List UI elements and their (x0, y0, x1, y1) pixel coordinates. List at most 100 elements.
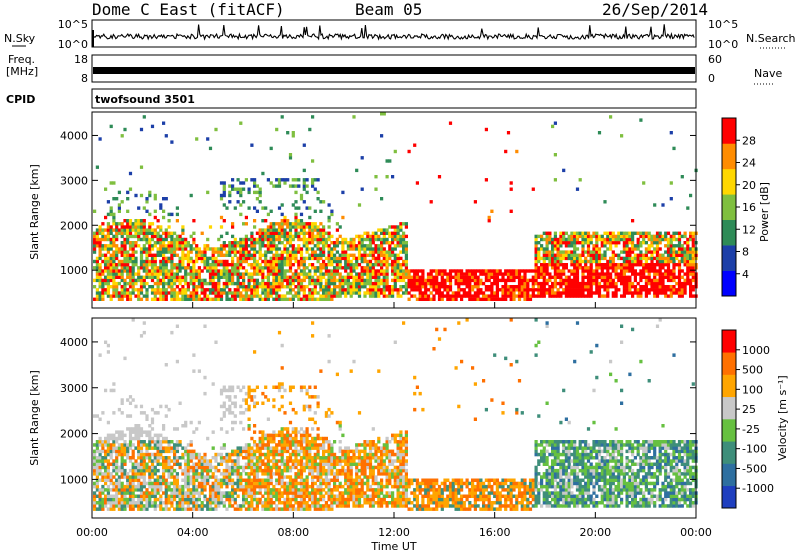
power-cell (341, 190, 345, 195)
power-cell (286, 263, 290, 267)
power-cell (349, 237, 353, 242)
power-cell (162, 121, 166, 125)
velocity-cell (269, 468, 273, 473)
power-cell (153, 231, 157, 235)
velocity-cell (247, 388, 251, 393)
power-cell (208, 272, 213, 276)
velocity-cell (195, 468, 199, 473)
power-cell (322, 241, 326, 245)
power-cell (559, 237, 563, 242)
power-cell (313, 178, 317, 182)
power-cell (313, 285, 317, 289)
power-cell (523, 272, 527, 276)
power-cell (264, 219, 268, 223)
power-cell (360, 253, 364, 257)
power-cell (586, 247, 591, 251)
power-cell (175, 206, 179, 210)
power-cell (156, 266, 160, 270)
power-cell (440, 269, 444, 273)
velocity-cell (239, 475, 243, 479)
cpid-strip-frame (91, 88, 697, 109)
velocity-cell (264, 484, 268, 489)
velocity-cell (211, 481, 215, 486)
power-cell (170, 212, 174, 217)
power-cell (324, 237, 328, 242)
power-cell (170, 275, 174, 279)
power-cell (655, 244, 660, 248)
power-cell (476, 269, 480, 273)
power-cell (272, 278, 276, 283)
power-cell (93, 285, 97, 289)
power-cell (380, 288, 384, 292)
velocity-cell (173, 484, 177, 489)
power-cell (655, 291, 660, 295)
power-cell (346, 256, 350, 261)
power-cell (625, 275, 629, 279)
power-cell (363, 259, 367, 264)
power-cell (305, 272, 309, 276)
power-cell (666, 288, 671, 292)
power-cell (324, 288, 328, 292)
power-cell (299, 225, 304, 229)
power-cell (531, 291, 535, 295)
power-cell (150, 291, 155, 295)
power-cell (578, 253, 582, 257)
power-cell (142, 275, 146, 279)
power-cell (490, 272, 494, 276)
velocity-cell (192, 468, 196, 473)
power-cell (228, 193, 232, 198)
power-cell (553, 153, 557, 157)
power-cell (319, 297, 323, 301)
velocity-cell (173, 449, 177, 454)
velocity-cell (266, 436, 270, 441)
power-cell (548, 285, 552, 289)
power-cell (360, 156, 364, 160)
power-cell (239, 275, 243, 279)
power-cell (203, 263, 207, 267)
power-cell (322, 272, 326, 276)
power-cell (471, 297, 475, 301)
power-cell (294, 272, 298, 276)
velocity-cell (247, 465, 251, 470)
velocity-cell (239, 411, 243, 415)
power-cell (581, 288, 585, 292)
nsearch-label: N.Search (746, 32, 796, 45)
velocity-cell (197, 472, 201, 476)
power-cell (277, 259, 282, 264)
power-cell (134, 250, 138, 254)
velocity-cell (211, 507, 215, 511)
velocity-cell (264, 481, 268, 486)
power-cell (112, 272, 116, 276)
power-cell (642, 269, 646, 273)
power-cell (181, 291, 185, 295)
power-cell (266, 237, 270, 242)
power-cell (225, 297, 229, 301)
velocity-cell (128, 494, 133, 498)
power-cell (272, 275, 276, 279)
power-cell (164, 269, 168, 273)
power-cell (150, 288, 155, 292)
power-cell (128, 275, 133, 279)
power-cell (534, 244, 538, 248)
velocity-cell (197, 452, 201, 457)
power-cell (642, 275, 646, 279)
power-cell (573, 250, 577, 254)
velocity-cell (139, 440, 144, 444)
power-cell (104, 237, 108, 242)
power-cell (462, 291, 466, 295)
velocity-cell (189, 443, 193, 447)
power-cell (258, 253, 262, 257)
power-cell (617, 256, 621, 261)
velocity-cell (258, 501, 262, 505)
power-cell (644, 285, 648, 289)
power-cell (170, 256, 174, 261)
power-cell (388, 256, 392, 261)
power-cell (244, 237, 248, 242)
power-cell (286, 275, 290, 279)
velocity-cell (258, 468, 262, 473)
power-cell (222, 259, 226, 264)
power-cell (493, 291, 497, 295)
power-cell (551, 263, 555, 267)
power-cell (277, 181, 282, 185)
power-cell (531, 288, 535, 292)
